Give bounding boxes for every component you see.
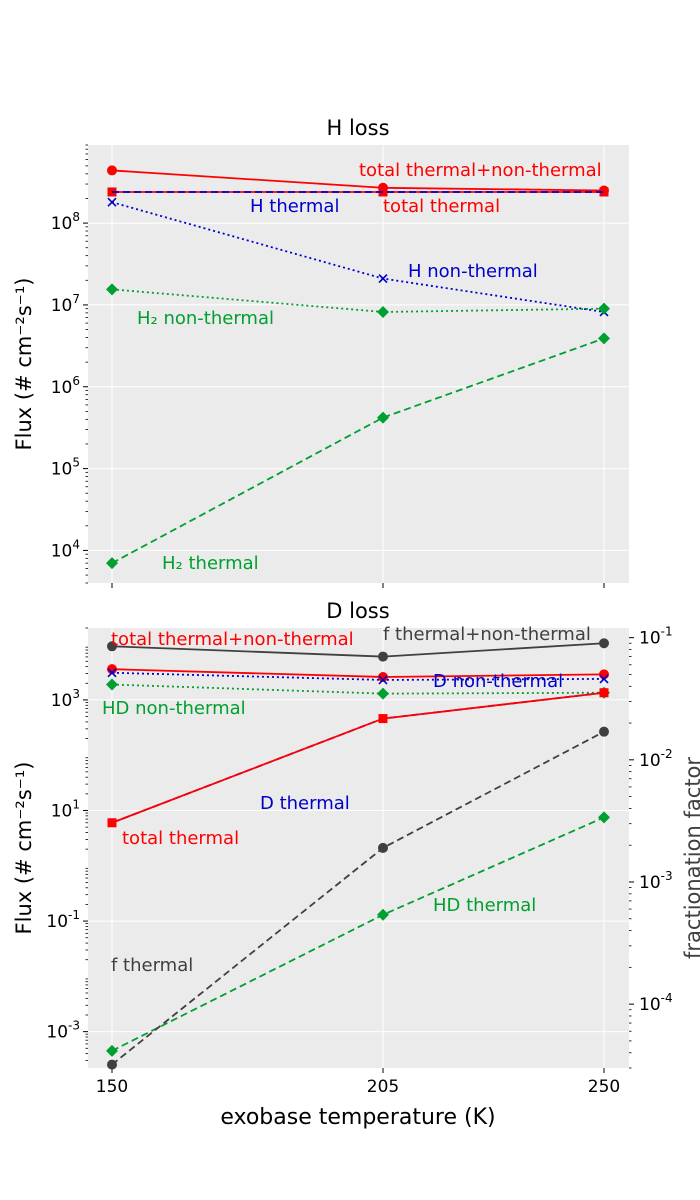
- bot-point-hd-thermal-150: [106, 1044, 118, 1057]
- x-axis-label: exobase temperature (K): [220, 1105, 495, 1130]
- bot-x-tick-label-205: 205: [367, 1077, 399, 1097]
- d-annotation-d-non-thermal: D non-thermal: [433, 671, 563, 692]
- bot-y-tick-label--1: 10-1: [46, 908, 80, 932]
- top-point-h-thermal-250: [598, 332, 610, 345]
- d-loss-plot-area: [88, 628, 629, 1068]
- top-point-h-non-thermal-150: [107, 197, 117, 207]
- d-loss-y-axis-label: Flux (# cm⁻²s⁻¹): [12, 762, 36, 935]
- h-annotation-h2-thermal: H₂ thermal: [162, 553, 259, 574]
- top-point-total-thermal-250: [599, 187, 609, 197]
- bot-point-f-thermal-205: [378, 842, 388, 853]
- h-loss-ticks: 104 105 106 107 108: [51, 144, 605, 588]
- bot-y-tick-label--3: 10-3: [46, 1019, 80, 1043]
- bot-point-total-thermal-150: [107, 818, 117, 828]
- h-loss-series: [106, 165, 610, 570]
- bot-y2-tick-label--3: 10-3: [639, 869, 673, 893]
- top-point-h-non-thermal-205: [378, 273, 388, 284]
- top-y-tick-label-5: 105: [51, 456, 80, 480]
- bot-point-d-non-thermal-205: [378, 675, 388, 685]
- bot-point-hd-non-thermal-150: [106, 678, 118, 691]
- d-annotation-hd-non-thermal: HD non-thermal: [102, 698, 246, 719]
- d-loss-panel: 150 205 25010-310-110110310-410-310-210-1 …: [12, 599, 700, 1130]
- bot-point-total-thermal-non-thermal-205: [378, 671, 388, 682]
- top-y-tick-label-7: 107: [51, 292, 80, 316]
- bot-point-hd-thermal-250: [598, 811, 610, 824]
- d-annotation-f-thermal-non-thermal: f thermal+non-thermal: [383, 624, 591, 645]
- bot-point-f-thermal-250: [599, 726, 609, 737]
- d-annotation-d-thermal: D thermal: [260, 793, 350, 814]
- d-loss-ticks: 150 205 250 10-3 10-1 101 103 10-4 10-3 10-2 10-1: [46, 625, 672, 1097]
- h-loss-grid: [88, 145, 629, 583]
- bot-point-d-non-thermal-150: [107, 668, 117, 678]
- top-point-h-thermal-150: [106, 557, 118, 570]
- top-series-line-h-thermal: [111, 337, 605, 564]
- top-y-tick-label-8: 108: [51, 210, 80, 234]
- bot-point-total-thermal-non-thermal-150: [107, 664, 117, 675]
- bot-point-f-thermal-non-thermal-205: [378, 651, 388, 662]
- bot-y2-tick-label--1: 10-1: [639, 625, 673, 649]
- d-annotation-total-thermal-non-thermal: total thermal+non-thermal: [111, 629, 354, 650]
- bot-point-d-non-thermal-250: [599, 674, 609, 684]
- d-loss-y2-axis-label: fractionation factor: [681, 757, 700, 959]
- bot-point-total-thermal-205: [378, 714, 388, 724]
- bot-y-tick-label-3: 103: [51, 687, 80, 711]
- bot-point-total-thermal-250: [599, 688, 609, 698]
- h-annotation-total-thermal: total thermal: [383, 196, 500, 217]
- bot-point-hd-non-thermal-205: [377, 687, 389, 700]
- bot-point-f-thermal-non-thermal-150: [107, 641, 117, 652]
- top-y-tick-label-6: 106: [51, 374, 80, 398]
- h-annotation-h2-non-thermal: H₂ non-thermal: [137, 308, 274, 329]
- bot-point-f-thermal-non-thermal-250: [599, 638, 609, 649]
- bot-point-hd-thermal-205: [377, 908, 389, 921]
- d-annotation-total-thermal: total thermal: [122, 828, 239, 849]
- h-loss-title: H loss: [326, 116, 389, 140]
- top-point-h-non-thermal-205: [377, 305, 389, 318]
- bot-x-tick-label-150: 150: [96, 1077, 128, 1097]
- bot-y2-tick-label--2: 10-2: [639, 747, 673, 771]
- bot-point-f-thermal-150: [107, 1059, 117, 1070]
- h-annotation-h-non-thermal: H non-thermal: [408, 261, 538, 282]
- bot-y2-tick-label--4: 10-4: [639, 991, 673, 1015]
- top-point-h-thermal-205: [377, 411, 389, 424]
- h-annotation-h-thermal: H thermal: [250, 196, 339, 217]
- h-loss-plot-area: [88, 145, 629, 583]
- h-annotation-total-thermal-non-thermal: total thermal+non-thermal: [359, 160, 602, 181]
- h-loss-y-axis-label: Flux (# cm⁻²s⁻¹): [12, 278, 36, 451]
- bot-y-tick-label-1: 101: [51, 798, 80, 822]
- d-loss-series: [106, 638, 610, 1070]
- d-loss-title: D loss: [326, 599, 389, 623]
- top-point-total-thermal-non-thermal-150: [107, 165, 117, 176]
- top-point-h-non-thermal-250: [598, 302, 610, 315]
- top-point-h-non-thermal-150: [106, 283, 118, 296]
- bot-x-tick-label-250: 250: [588, 1077, 620, 1097]
- d-annotation-hd-thermal: HD thermal: [433, 895, 536, 916]
- top-y-tick-label-4: 104: [51, 537, 80, 561]
- d-annotation-f-thermal: f thermal: [111, 955, 193, 976]
